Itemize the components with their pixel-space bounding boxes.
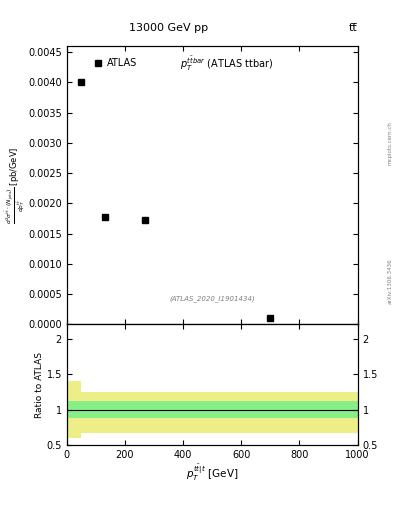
Y-axis label: $\frac{d^2\sigma^{t\bar{t}}\cdot(N_{jets})}{dp_T^{t\bar{t}}}$ [pb/GeV]: $\frac{d^2\sigma^{t\bar{t}}\cdot(N_{jets… [3, 146, 27, 224]
X-axis label: $p^{t\bar{t}|t}_T$ [GeV]: $p^{t\bar{t}|t}_T$ [GeV] [186, 463, 239, 483]
Text: (ATLAS_2020_I1901434): (ATLAS_2020_I1901434) [169, 295, 255, 302]
Text: 13000 GeV pp: 13000 GeV pp [129, 23, 208, 33]
Text: arXiv:1306.3436: arXiv:1306.3436 [387, 259, 392, 305]
Text: mcplots.cern.ch: mcplots.cern.ch [387, 121, 392, 165]
Text: $p_T^{t\bar{t}bar}$ (ATLAS ttbar): $p_T^{t\bar{t}bar}$ (ATLAS ttbar) [180, 54, 274, 73]
Y-axis label: Ratio to ATLAS: Ratio to ATLAS [35, 352, 44, 418]
Legend: ATLAS: ATLAS [90, 54, 141, 72]
Text: tt̅: tt̅ [349, 23, 358, 33]
